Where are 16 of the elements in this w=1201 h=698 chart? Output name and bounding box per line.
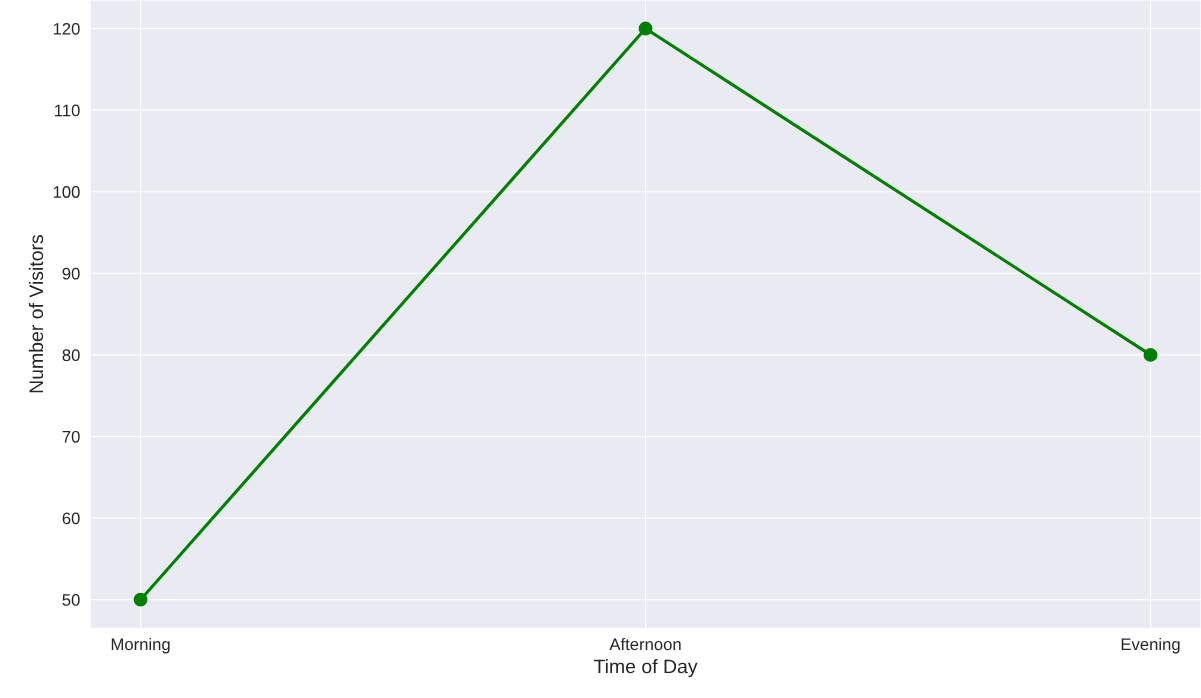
x-tick-label: Morning xyxy=(111,637,170,654)
y-tick-label: 120 xyxy=(53,22,80,35)
point xyxy=(1143,347,1158,362)
x-tick-label: Afternoon xyxy=(609,637,681,651)
y-tick-label: 60 xyxy=(62,512,80,525)
y-tick-label: 50 xyxy=(62,594,80,606)
y-tick-label: 110 xyxy=(55,104,80,117)
y-tick-label: 100 xyxy=(53,186,80,198)
point xyxy=(638,21,653,36)
y-tick-label: 80 xyxy=(62,349,80,362)
x-axis-title: Time of Day xyxy=(593,659,698,678)
y-tick-label: 90 xyxy=(62,267,80,280)
point xyxy=(133,592,148,607)
y-tick-label: 70 xyxy=(62,430,80,443)
x-tick-label: Evening xyxy=(1121,637,1180,654)
y-axis-title: Number of Visitors xyxy=(28,235,44,393)
